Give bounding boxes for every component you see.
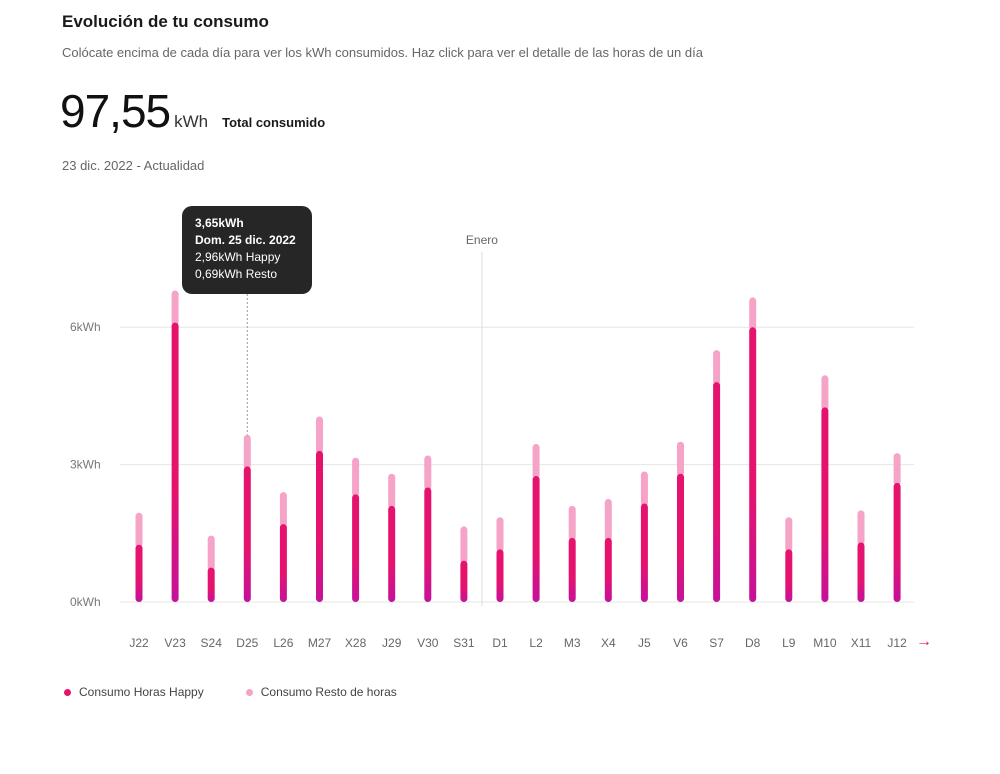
legend-dot-happy bbox=[64, 688, 71, 696]
bar-happy-X11[interactable] bbox=[857, 542, 865, 602]
x-tick-label: J29 bbox=[382, 636, 402, 650]
bar-rest-J22[interactable] bbox=[135, 512, 143, 548]
bar-rest-V23[interactable] bbox=[171, 290, 179, 326]
chart-legend: Consumo Horas Happy Consumo Resto de hor… bbox=[64, 685, 439, 699]
bar-rest-L9[interactable] bbox=[785, 517, 793, 553]
bar-rest-X28[interactable] bbox=[352, 457, 360, 498]
x-tick-label: S31 bbox=[453, 636, 475, 650]
bar-happy-S31[interactable] bbox=[460, 560, 468, 602]
bar-happy-J12[interactable] bbox=[893, 482, 901, 602]
bar-happy-J29[interactable] bbox=[388, 505, 396, 602]
total-label: Total consumido bbox=[222, 115, 326, 130]
bar-rest-D8[interactable] bbox=[749, 297, 757, 331]
x-tick-label: S24 bbox=[201, 636, 223, 650]
bar-rest-S31[interactable] bbox=[460, 526, 468, 564]
bar-rest-M10[interactable] bbox=[821, 375, 829, 411]
next-arrow-icon[interactable]: → bbox=[916, 633, 932, 650]
bar-happy-J22[interactable] bbox=[135, 544, 143, 602]
bar-rest-S7[interactable] bbox=[713, 350, 721, 386]
bar-rest-D25[interactable] bbox=[243, 434, 251, 470]
bar-happy-V23[interactable] bbox=[171, 322, 179, 602]
tooltip-happy: 2,96kWh Happy bbox=[195, 250, 281, 264]
bar-rest-J12[interactable] bbox=[893, 453, 901, 486]
page-subtitle: Colócate encima de cada día para ver los… bbox=[62, 45, 703, 60]
bar-happy-M10[interactable] bbox=[821, 407, 829, 602]
x-tick-label: D1 bbox=[492, 636, 508, 650]
x-tick-label: V30 bbox=[417, 636, 439, 650]
bar-rest-L2[interactable] bbox=[532, 443, 540, 480]
total-value: 97,55 bbox=[60, 85, 171, 137]
legend-dot-rest bbox=[245, 688, 253, 696]
bar-happy-V30[interactable] bbox=[424, 487, 432, 603]
x-tick-label: X4 bbox=[601, 636, 616, 650]
legend-label-rest: Consumo Resto de horas bbox=[260, 685, 397, 699]
bar-happy-S7[interactable] bbox=[713, 382, 721, 602]
consumption-chart: 0kWh 3kWh 6kWh Enero J22 V23 S24 D25 L26 M27 X28 J2… bbox=[70, 233, 914, 650]
period-range: 23 dic. 2022 - Actualidad bbox=[62, 158, 205, 173]
bar-rest-S24[interactable] bbox=[207, 535, 215, 571]
y-tick-label: 3kWh bbox=[70, 458, 101, 472]
x-tick-label: L9 bbox=[782, 636, 796, 650]
bar-tooltip: 3,65kWh Dom. 25 dic. 2022 2,96kWh Happy … bbox=[182, 206, 312, 294]
x-tick-label: J22 bbox=[129, 636, 149, 650]
y-tick-label: 0kWh bbox=[70, 595, 101, 609]
bar-happy-D8[interactable] bbox=[749, 327, 757, 602]
bar-happy-X4[interactable] bbox=[604, 537, 612, 602]
tooltip-total: 3,65kWh bbox=[195, 216, 244, 230]
bar-happy-D1[interactable] bbox=[496, 549, 504, 602]
x-tick-label: D25 bbox=[236, 636, 258, 650]
bar-rest-X4[interactable] bbox=[604, 498, 612, 541]
x-tick-label: M27 bbox=[308, 636, 332, 650]
x-tick-label: V6 bbox=[673, 636, 688, 650]
x-tick-label: J5 bbox=[638, 636, 651, 650]
bar-happy-J5[interactable] bbox=[640, 503, 648, 602]
x-tick-label: M10 bbox=[813, 636, 837, 650]
x-tick-label: S7 bbox=[709, 636, 724, 650]
legend-item-rest: Consumo Resto de horas bbox=[245, 685, 397, 699]
legend-label-happy: Consumo Horas Happy bbox=[79, 685, 204, 699]
bar-happy-L2[interactable] bbox=[532, 476, 540, 602]
page-title: Evolución de tu consumo bbox=[62, 12, 269, 31]
bar-rest-M3[interactable] bbox=[568, 505, 576, 541]
bar-happy-X28[interactable] bbox=[352, 494, 360, 602]
bar-happy-V6[interactable] bbox=[677, 473, 684, 602]
x-tick-label: J12 bbox=[887, 636, 907, 650]
bar-happy-S24[interactable] bbox=[207, 567, 215, 602]
bar-rest-V6[interactable] bbox=[677, 441, 684, 477]
bar-happy-D25[interactable] bbox=[243, 466, 251, 602]
x-tick-label: M3 bbox=[564, 636, 581, 650]
x-tick-label: X11 bbox=[851, 636, 872, 650]
bar-happy-M3[interactable] bbox=[568, 537, 576, 602]
x-tick-label: D8 bbox=[745, 636, 761, 650]
month-label: Enero bbox=[466, 233, 498, 247]
x-tick-label: V23 bbox=[164, 636, 186, 650]
total-unit: kWh bbox=[174, 112, 209, 131]
y-tick-label: 6kWh bbox=[70, 320, 101, 334]
bar-rest-V30[interactable] bbox=[424, 455, 432, 491]
x-tick-label: L26 bbox=[273, 636, 293, 650]
bar-rest-X11[interactable] bbox=[857, 510, 865, 546]
bar-rest-D1[interactable] bbox=[496, 517, 504, 553]
bar-happy-L26[interactable] bbox=[279, 524, 287, 602]
bar-rest-M27[interactable] bbox=[316, 416, 323, 454]
bar-rest-J29[interactable] bbox=[388, 473, 396, 509]
total-consumption: 97,55 kWh Total consumido bbox=[60, 84, 325, 138]
bar-rest-J5[interactable] bbox=[640, 471, 648, 507]
tooltip-rest: 0,69kWh Resto bbox=[195, 267, 278, 281]
x-tick-label: L2 bbox=[529, 636, 543, 650]
legend-item-happy: Consumo Horas Happy bbox=[64, 685, 204, 699]
bar-happy-L9[interactable] bbox=[785, 549, 793, 602]
bar-rest-L26[interactable] bbox=[279, 492, 287, 528]
tooltip-date: Dom. 25 dic. 2022 bbox=[195, 233, 296, 247]
x-tick-label: X28 bbox=[345, 636, 367, 650]
bar-happy-M27[interactable] bbox=[316, 450, 323, 602]
